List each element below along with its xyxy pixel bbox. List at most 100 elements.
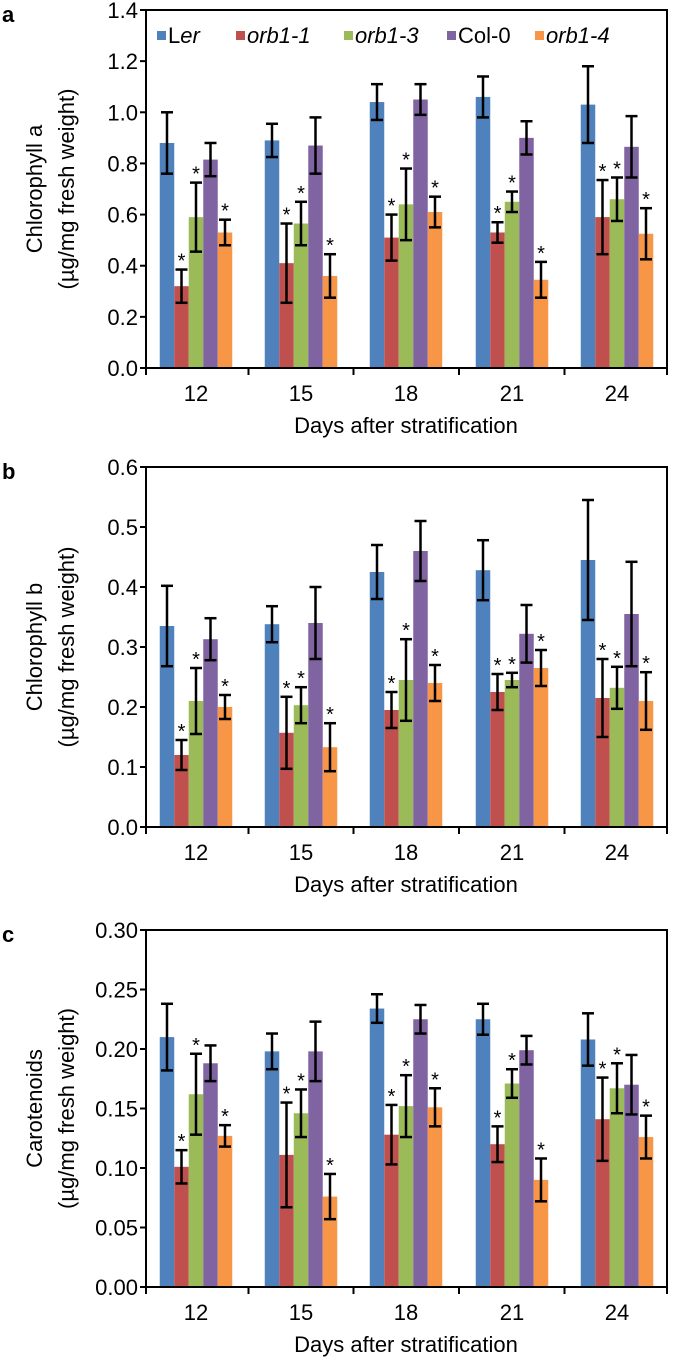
error-bar <box>161 584 173 668</box>
x-tick-label: 24 <box>605 1300 629 1325</box>
bar-orb1-3-18 <box>398 680 414 827</box>
error-bar <box>295 1088 307 1139</box>
error-bar <box>190 1052 202 1136</box>
error-bar <box>414 1003 427 1035</box>
error-bar <box>324 1172 336 1221</box>
x-tick-label: 12 <box>184 840 208 865</box>
significance-star: * <box>537 1139 545 1161</box>
y-tick-label: 0.0 <box>107 356 138 381</box>
bar-orb1-3-15 <box>293 705 309 827</box>
significance-star: * <box>221 676 229 698</box>
error-bar <box>596 178 609 256</box>
bar-Ler-18 <box>369 1008 385 1287</box>
significance-star: * <box>297 183 305 205</box>
y-tick-label: 0.4 <box>107 575 138 600</box>
error-bar <box>371 543 383 601</box>
x-axis-label: Days after stratification <box>294 413 518 438</box>
significance-star: * <box>221 201 229 223</box>
error-bar <box>219 218 231 247</box>
error-bar <box>429 195 441 229</box>
legend-label: orb1-3 <box>355 23 419 48</box>
legend-item-Ler: Ler <box>157 23 201 48</box>
y-tick-label: 1.4 <box>107 0 138 23</box>
significance-star: * <box>326 1155 334 1177</box>
error-bar <box>204 616 217 662</box>
error-bar <box>400 637 412 723</box>
significance-star: * <box>178 1131 186 1153</box>
error-bar <box>219 693 231 721</box>
bar-orb1-3-18 <box>398 1106 414 1287</box>
error-bar <box>611 1062 623 1115</box>
bar-orb1-3-24 <box>609 199 625 368</box>
error-bar <box>280 1101 293 1209</box>
significance-star: * <box>297 668 305 690</box>
error-bar <box>491 220 504 244</box>
error-bar <box>204 141 217 178</box>
bar-orb1-4-12 <box>217 707 233 827</box>
error-bar <box>491 672 504 712</box>
significance-star: * <box>537 243 545 265</box>
bar-orb1-4-21 <box>533 279 549 368</box>
y-tick-label: 0.0 <box>107 815 138 840</box>
legend-label: Ler <box>168 23 201 48</box>
significance-star: * <box>192 164 200 186</box>
x-axis-label: Days after stratification <box>294 872 518 897</box>
significance-star: * <box>599 161 607 183</box>
bar-Ler-24 <box>580 1039 596 1287</box>
bar-Ler-18 <box>369 102 385 369</box>
legend-item-orb1-4: orb1-4 <box>535 23 610 48</box>
y-tick-label: 0.00 <box>95 1275 138 1300</box>
bar-orb1-4-21 <box>533 668 549 827</box>
error-bar <box>582 65 594 145</box>
panel-label: b <box>2 459 15 484</box>
bar-orb1-4-18 <box>427 1107 443 1287</box>
y-tick-label: 0.30 <box>95 918 138 943</box>
bar-orb1-3-24 <box>609 687 625 827</box>
bar-Col-0-18 <box>413 99 428 368</box>
error-bar <box>309 1020 322 1083</box>
significance-star: * <box>192 649 200 671</box>
bar-Ler-12 <box>159 626 175 827</box>
bar-Col-0-21 <box>519 1050 534 1287</box>
error-bar <box>625 114 638 179</box>
bar-Col-0-12 <box>203 639 218 827</box>
significance-star: * <box>388 1086 396 1108</box>
error-bar <box>385 213 398 262</box>
error-bar <box>295 685 307 725</box>
y-tick-label: 1.0 <box>107 100 138 125</box>
error-bar <box>190 666 202 736</box>
error-bar <box>506 190 518 214</box>
error-bar <box>280 695 293 771</box>
y-tick-label: 0.5 <box>107 515 138 540</box>
x-tick-label: 15 <box>289 381 313 406</box>
error-bar <box>429 1087 441 1128</box>
bar-Ler-21 <box>475 96 491 368</box>
bar-orb1-1-21 <box>490 1144 505 1287</box>
plot-frame <box>145 9 668 369</box>
y-tick-label: 0.1 <box>107 755 138 780</box>
legend-label: Col-0 <box>458 23 511 48</box>
bar-orb1-3-12 <box>188 1094 204 1287</box>
error-bar <box>309 116 322 175</box>
bar-orb1-3-15 <box>293 223 309 368</box>
bar-orb1-1-12 <box>174 286 189 368</box>
significance-star: * <box>613 1044 621 1066</box>
legend-swatch <box>535 31 544 40</box>
error-bar <box>625 560 638 668</box>
legend-label: orb1-4 <box>546 23 610 48</box>
error-bar <box>506 671 518 689</box>
error-bar <box>640 670 652 732</box>
bar-orb1-4-12 <box>217 1135 233 1287</box>
bar-orb1-1-24 <box>595 698 610 827</box>
bar-Col-0-21 <box>519 137 534 368</box>
bar-orb1-3-15 <box>293 1113 309 1287</box>
error-bar <box>611 176 623 223</box>
error-bar <box>161 1002 173 1072</box>
bar-orb1-4-24 <box>638 701 654 827</box>
y-tick-label: 0.4 <box>107 254 138 279</box>
x-tick-label: 21 <box>500 1300 524 1325</box>
bar-Col-0-15 <box>308 623 323 827</box>
significance-star: * <box>642 189 650 211</box>
error-bar <box>190 181 202 253</box>
error-bar <box>175 1148 188 1185</box>
